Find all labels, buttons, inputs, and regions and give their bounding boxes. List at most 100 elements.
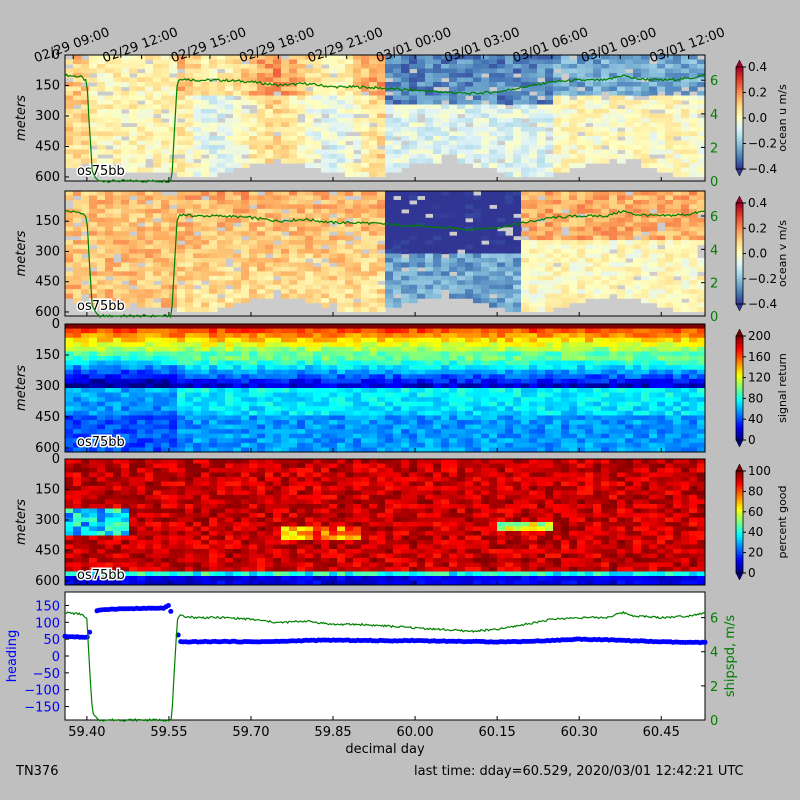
heat-cell	[569, 231, 578, 237]
heat-cell	[209, 401, 218, 407]
heat-cell	[233, 406, 242, 412]
heat-cell	[297, 383, 306, 389]
heat-cell	[145, 280, 154, 286]
heat-cell	[561, 82, 570, 88]
heat-cell	[593, 231, 602, 237]
heat-cell	[305, 213, 314, 219]
heat-cell	[257, 262, 266, 268]
heat-cell	[113, 226, 122, 232]
heat-cell	[145, 442, 154, 449]
heat-cell	[513, 64, 522, 70]
heat-cell	[177, 131, 186, 137]
heat-cell	[305, 59, 314, 65]
heat-cell	[313, 333, 322, 339]
heat-cell	[241, 388, 250, 394]
heat-cell	[385, 284, 394, 290]
heat-cell	[401, 154, 410, 160]
heat-cell	[201, 447, 210, 452]
heat-cell	[129, 109, 138, 115]
heat-cell	[593, 199, 602, 205]
heat-cell	[177, 293, 186, 299]
heat-cell	[153, 131, 162, 137]
heat-cell	[697, 64, 705, 70]
heat-cell	[673, 195, 682, 201]
heat-cell	[553, 113, 562, 119]
heat-cell	[113, 365, 122, 371]
heat-cell	[649, 235, 658, 241]
heat-cell	[513, 289, 522, 295]
heat-cell	[337, 328, 346, 334]
heat-cell	[673, 113, 682, 119]
heat-cell	[473, 222, 482, 228]
heat-cell	[417, 68, 426, 74]
heat-cell	[153, 388, 162, 394]
heat-cell	[633, 122, 642, 128]
heat-cell	[97, 191, 106, 197]
heat-cell	[377, 91, 386, 97]
heat-cell	[297, 95, 306, 101]
heat-cell	[513, 59, 522, 65]
heat-cell	[217, 217, 226, 223]
heat-cell	[633, 284, 642, 290]
heat-cell	[177, 392, 186, 398]
heat-cell	[97, 337, 106, 343]
heat-cell	[689, 204, 698, 210]
heat-cell	[561, 275, 570, 281]
heat-cell	[321, 204, 330, 210]
heat-cell	[417, 275, 426, 281]
heat-cell	[225, 333, 234, 339]
heat-cell	[473, 266, 482, 272]
heat-cell	[689, 95, 698, 101]
heat-cell	[433, 82, 442, 88]
heat-cell	[361, 280, 370, 286]
heat-cell	[81, 328, 90, 334]
heat-cell	[329, 406, 338, 412]
heat-cell	[617, 59, 626, 65]
heat-cell	[585, 113, 594, 119]
heat-cell	[321, 118, 330, 124]
heat-cell	[121, 204, 130, 210]
heat-cell	[97, 167, 106, 173]
heat-cell	[457, 208, 466, 214]
heat-cell	[561, 235, 570, 241]
heat-cell	[289, 77, 298, 83]
colorbar-swatch	[736, 89, 743, 93]
heat-cell	[681, 235, 690, 241]
heat-cell	[665, 204, 674, 210]
heat-cell	[89, 86, 98, 92]
heat-cell	[641, 213, 650, 219]
heat-cell	[241, 262, 250, 268]
heat-cell	[177, 64, 186, 70]
heat-cell	[209, 226, 218, 232]
heat-cell	[65, 253, 74, 259]
heat-cell	[457, 213, 466, 219]
heat-cell	[497, 109, 506, 115]
heat-cell	[185, 104, 194, 110]
heat-cell	[161, 438, 170, 444]
heat-cell	[593, 271, 602, 277]
heat-cell	[209, 113, 218, 119]
heat-cell	[257, 342, 266, 348]
heat-cell	[177, 100, 186, 106]
heat-cell	[681, 113, 690, 119]
heat-cell	[233, 231, 242, 237]
heat-cell	[337, 127, 346, 133]
heat-cell	[353, 77, 362, 83]
heat-cell	[257, 351, 266, 357]
heat-cell	[129, 374, 138, 380]
heat-cell	[113, 271, 122, 277]
heat-cell	[265, 284, 274, 290]
heat-cell	[425, 240, 434, 246]
heat-cell	[217, 406, 226, 412]
heat-cell	[649, 226, 658, 232]
heat-cell	[553, 293, 562, 299]
heat-cell	[401, 73, 410, 79]
heat-cell	[409, 131, 418, 137]
heat-cell	[481, 289, 490, 295]
heat-cell	[257, 55, 266, 61]
heat-cell	[297, 392, 306, 398]
heat-cell	[489, 113, 498, 119]
heat-cell	[681, 64, 690, 70]
heat-cell	[201, 253, 210, 259]
heat-cell	[529, 271, 538, 277]
